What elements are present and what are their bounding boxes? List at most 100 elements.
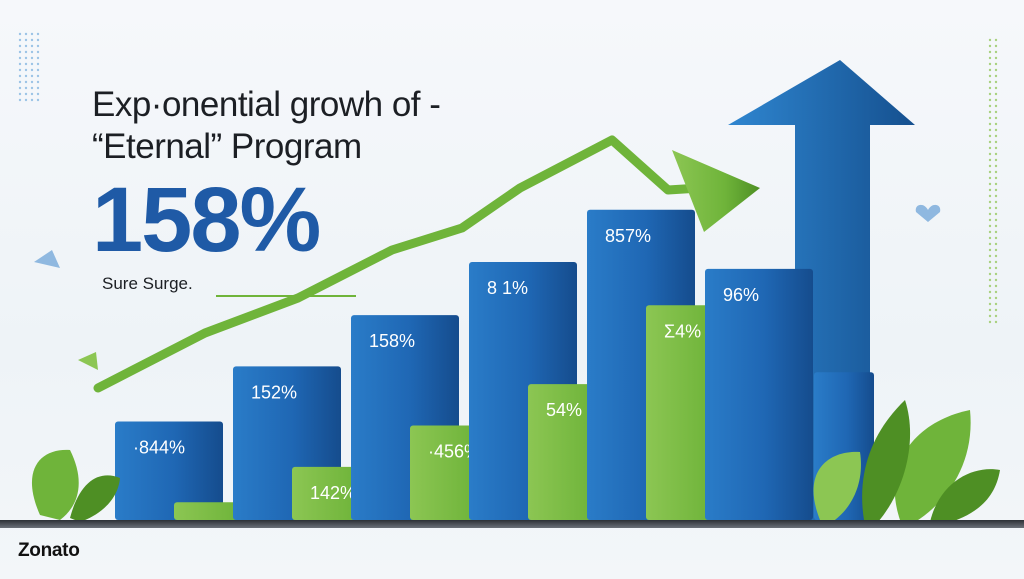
- decor-dot: [988, 110, 992, 114]
- decor-dot: [988, 254, 992, 258]
- decor-dot: [988, 86, 992, 90]
- chart-headline: Exp·onential growh of - “Eternal” Progra…: [92, 85, 441, 166]
- decor-dot: [994, 296, 998, 300]
- decor-dot: [994, 164, 998, 168]
- decor-dot: [30, 80, 34, 84]
- leaf-icon: [31, 449, 79, 520]
- decor-dot: [994, 140, 998, 144]
- subline-text: Sure Surge.: [102, 274, 193, 293]
- brand-logo: Zonato: [18, 540, 80, 561]
- decor-dot: [36, 86, 40, 90]
- decor-dot: [994, 242, 998, 246]
- decor-dot: [36, 98, 40, 102]
- decor-dot: [36, 92, 40, 96]
- decor-dot: [18, 92, 22, 96]
- decor-dot: [988, 194, 992, 198]
- decor-dot: [994, 98, 998, 102]
- decor-dot: [24, 86, 28, 90]
- dot-pattern-right: [988, 38, 998, 324]
- decor-dot: [988, 50, 992, 54]
- decor-dot: [24, 68, 28, 72]
- decor-dot: [30, 98, 34, 102]
- leaf-icon: [813, 451, 861, 522]
- decor-dot: [994, 290, 998, 294]
- decor-dot: [24, 32, 28, 36]
- decor-dot: [988, 182, 992, 186]
- decor-dot: [24, 98, 28, 102]
- decor-dot: [36, 38, 40, 42]
- decor-dot: [988, 290, 992, 294]
- decor-dot: [988, 164, 992, 168]
- decor-dot: [30, 32, 34, 36]
- leaf-icon: [930, 469, 1000, 524]
- decor-dot: [988, 278, 992, 282]
- decor-dot: [18, 38, 22, 42]
- decor-dot: [18, 80, 22, 84]
- decor-dot: [988, 158, 992, 162]
- trend-line: [93, 135, 705, 393]
- decor-dot: [994, 272, 998, 276]
- decor-dot: [988, 314, 992, 318]
- decor-dot: [994, 38, 998, 42]
- decor-dot: [18, 50, 22, 54]
- decor-dot: [988, 242, 992, 246]
- decor-dot: [994, 128, 998, 132]
- decor-dot: [988, 74, 992, 78]
- decor-dot: [24, 56, 28, 60]
- decor-dot: [994, 218, 998, 222]
- decor-dot: [36, 80, 40, 84]
- decor-dot: [988, 98, 992, 102]
- bar-label-1: ·844%: [133, 438, 185, 458]
- decor-dot: [30, 56, 34, 60]
- decor-dot: [994, 266, 998, 270]
- decor-dot: [988, 308, 992, 312]
- decor-dot: [988, 200, 992, 204]
- bar-label-6: ·456%: [428, 441, 480, 461]
- leaf-icon: [894, 410, 971, 522]
- decor-dot: [994, 122, 998, 126]
- bar-label-5: 158%: [369, 331, 415, 351]
- decor-dot: [994, 308, 998, 312]
- bar-label-10: Σ4%: [664, 321, 701, 341]
- decor-dot: [988, 134, 992, 138]
- leaf-accent-icon: [78, 352, 98, 370]
- decor-dot: [24, 62, 28, 66]
- decor-dot: [994, 224, 998, 228]
- decor-dot: [994, 194, 998, 198]
- decor-dot: [30, 92, 34, 96]
- decor-dot: [988, 146, 992, 150]
- bar-label-8: 54%: [546, 400, 582, 420]
- decor-dot: [36, 74, 40, 78]
- decor-dot: [30, 62, 34, 66]
- decor-dot: [994, 86, 998, 90]
- decor-dot: [18, 68, 22, 72]
- decor-dot: [988, 248, 992, 252]
- decor-dot: [24, 38, 28, 42]
- decor-dot: [988, 176, 992, 180]
- trend-arrow-head-icon: [672, 150, 760, 232]
- decor-dot: [988, 206, 992, 210]
- decor-dot: [36, 50, 40, 54]
- decor-dot: [994, 74, 998, 78]
- decor-dot: [36, 56, 40, 60]
- decor-dot: [18, 62, 22, 66]
- decor-dot: [994, 314, 998, 318]
- decor-dot: [988, 230, 992, 234]
- decor-dot: [994, 44, 998, 48]
- decor-dot: [988, 272, 992, 276]
- decor-dot: [988, 140, 992, 144]
- dot-pattern-left: [18, 32, 40, 102]
- decor-dot: [988, 260, 992, 264]
- decor-dot: [994, 212, 998, 216]
- decor-dot: [988, 116, 992, 120]
- decor-dot: [24, 74, 28, 78]
- decor-dot: [994, 278, 998, 282]
- bar-blue-11: [705, 268, 813, 520]
- decor-dot: [18, 44, 22, 48]
- decor-dot: [994, 182, 998, 186]
- leaf-accent-icon: [34, 250, 60, 268]
- decor-dot: [994, 68, 998, 72]
- decor-dot: [994, 50, 998, 54]
- heart-icon: [915, 204, 941, 222]
